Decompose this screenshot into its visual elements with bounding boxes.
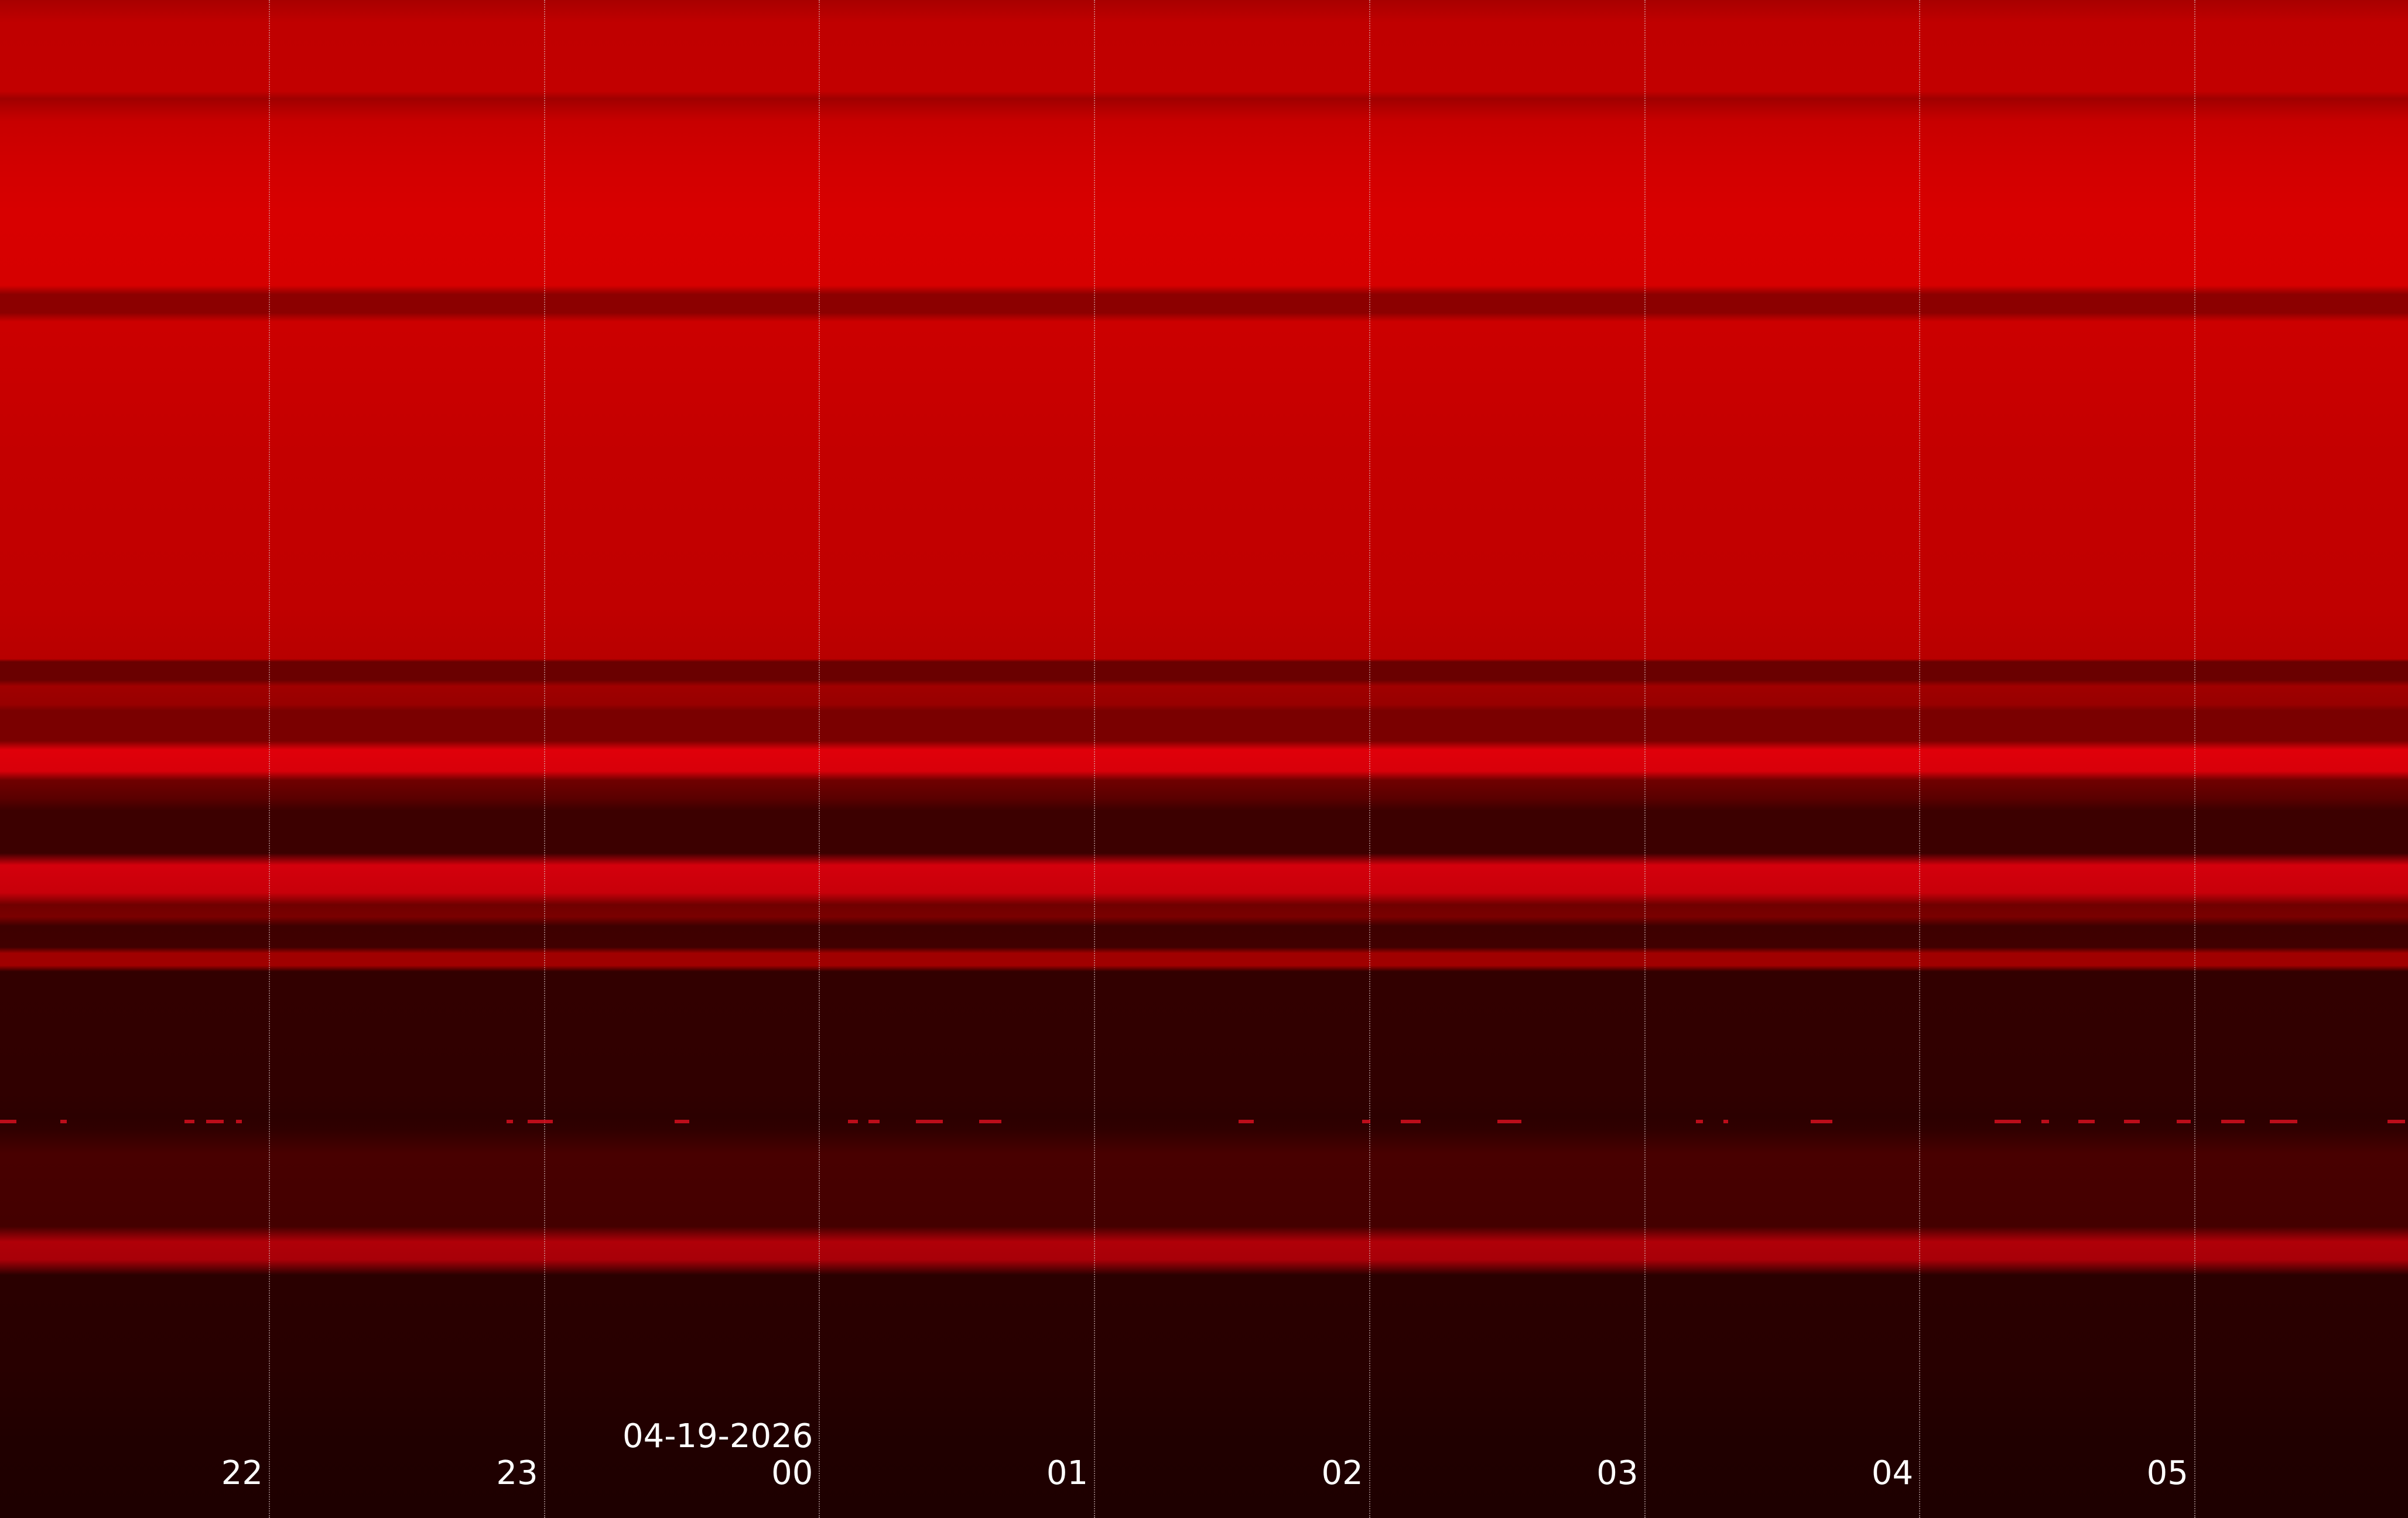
signal-dash — [1362, 1120, 1371, 1123]
signal-dash — [2176, 1120, 2191, 1123]
gridline — [1369, 0, 1370, 1518]
gridline — [1644, 0, 1646, 1518]
signal-dash — [847, 1120, 858, 1123]
signal-dash — [235, 1120, 242, 1123]
signal-dash — [1810, 1120, 1832, 1123]
x-tick-label: 05 — [2146, 1454, 2188, 1492]
x-tick-label: 04 — [1871, 1454, 1914, 1492]
gridline — [1919, 0, 1921, 1518]
x-tick-label: 23 — [496, 1454, 538, 1492]
signal-dash — [1723, 1120, 1729, 1123]
signal-dash — [184, 1120, 195, 1123]
x-tick-label: 00 — [771, 1454, 813, 1492]
x-tick-label: 02 — [1321, 1454, 1363, 1492]
signal-dash — [206, 1120, 224, 1123]
gridline — [819, 0, 820, 1518]
signal-dash — [1400, 1120, 1421, 1123]
signal-dash — [2221, 1120, 2245, 1123]
signal-dash — [0, 1120, 16, 1123]
signal-dash — [2124, 1120, 2140, 1123]
signal-dash — [2388, 1120, 2406, 1123]
signal-dash — [507, 1120, 514, 1123]
gridline — [2194, 0, 2195, 1518]
gridline — [269, 0, 270, 1518]
signal-dash — [527, 1120, 553, 1123]
gridline — [1094, 0, 1096, 1518]
signal-dash — [675, 1120, 689, 1123]
signal-dash — [1995, 1120, 2021, 1123]
signal-dash — [2269, 1120, 2298, 1123]
signal-dash — [60, 1120, 67, 1123]
x-tick-label: 01 — [1046, 1454, 1089, 1492]
x-tick-label: 22 — [221, 1454, 263, 1492]
signal-dash — [2041, 1120, 2049, 1123]
signal-dash — [2078, 1120, 2095, 1123]
signal-dash — [1497, 1120, 1522, 1123]
x-tick-label: 03 — [1596, 1454, 1639, 1492]
signal-dash — [1695, 1120, 1704, 1123]
signal-dash — [979, 1120, 1001, 1123]
signal-dash — [868, 1120, 880, 1123]
date-label: 04-19-2026 — [622, 1417, 813, 1455]
gridline — [543, 0, 545, 1518]
signal-dash — [915, 1120, 943, 1123]
signal-dash — [1238, 1120, 1254, 1123]
